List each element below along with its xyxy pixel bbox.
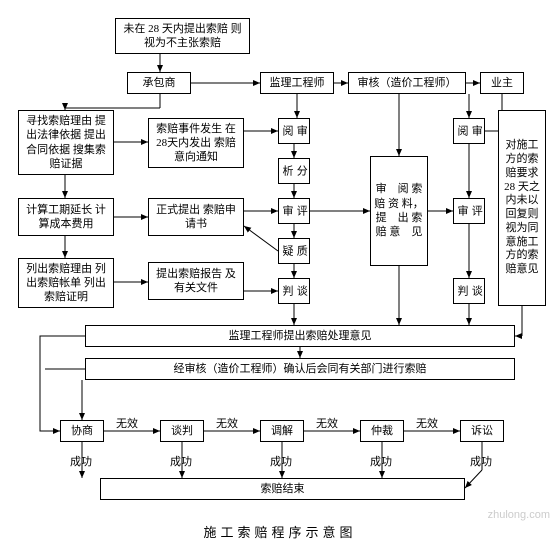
box-negotiate2: 谈判 bbox=[453, 278, 485, 304]
label-success5: 成功 bbox=[470, 453, 492, 469]
box-arbitrate: 仲裁 bbox=[360, 420, 404, 442]
label-evaluate1: 评审 bbox=[280, 201, 309, 221]
label-success1: 成功 bbox=[70, 453, 92, 469]
label-query: 质疑 bbox=[280, 241, 309, 261]
label-success4: 成功 bbox=[370, 453, 392, 469]
box-analyze: 分析 bbox=[278, 158, 310, 184]
box-review1: 审阅 bbox=[278, 118, 310, 144]
box-mediate: 调解 bbox=[260, 420, 304, 442]
box-query: 质疑 bbox=[278, 238, 310, 264]
label-negotiate2: 谈判 bbox=[455, 281, 484, 301]
box-report: 提出索赔报告 及有关文件 bbox=[148, 262, 244, 300]
label-invalid4: 无效 bbox=[416, 415, 438, 431]
box-formal-apply: 正式提出 索赔申请书 bbox=[148, 198, 244, 236]
box-contractor: 承包商 bbox=[127, 72, 191, 94]
box-no-claim: 未在 28 天内提出索赔 则视为不主张索赔 bbox=[115, 18, 250, 54]
caption: 施工索赔程序示意图 bbox=[0, 522, 560, 541]
label-negotiate1: 谈判 bbox=[280, 281, 309, 301]
label-invalid1: 无效 bbox=[116, 415, 138, 431]
box-review2: 审阅 bbox=[453, 118, 485, 144]
box-auditor-opinion: 审 阅 索 赔 资 料， 提 出 索 赔 意 见 bbox=[370, 156, 428, 266]
label-evaluate2: 评审 bbox=[455, 201, 484, 221]
box-find-reasons: 寻找索赔理由 提出法律依据 提出合同依据 搜集索赔证据 bbox=[18, 110, 114, 175]
box-owner: 业主 bbox=[480, 72, 524, 94]
box-supervisor-opinion: 监理工程师提出索赔处理意见 bbox=[85, 325, 515, 347]
box-negotiate: 谈判 bbox=[160, 420, 204, 442]
box-litigate: 诉讼 bbox=[460, 420, 504, 442]
label-review2: 审阅 bbox=[455, 121, 484, 141]
label-analyze: 分析 bbox=[280, 161, 309, 181]
label-success3: 成功 bbox=[270, 453, 292, 469]
box-28day-notice: 索赔事件发生 在28天内发出 索赔意向通知 bbox=[148, 118, 244, 168]
box-evaluate2: 评审 bbox=[453, 198, 485, 224]
box-calc: 计算工期延长 计算成本费用 bbox=[18, 198, 114, 236]
box-evaluate1: 评审 bbox=[278, 198, 310, 224]
box-consult: 协商 bbox=[60, 420, 104, 442]
box-auditor-confirm: 经审核（造价工程师）确认后会同有关部门进行索赔 bbox=[85, 358, 515, 380]
box-list: 列出索赔理由 列出索赔帐单 列出索赔证明 bbox=[18, 258, 114, 308]
box-negotiate1: 谈判 bbox=[278, 278, 310, 304]
box-auditor: 审核（造价工程师） bbox=[348, 72, 466, 94]
box-end: 索赔结束 bbox=[100, 478, 465, 500]
label-invalid3: 无效 bbox=[316, 415, 338, 431]
box-supervisor: 监理工程师 bbox=[260, 72, 334, 94]
watermark: zhulong.com bbox=[488, 509, 550, 521]
label-invalid2: 无效 bbox=[216, 415, 238, 431]
label-review1: 审阅 bbox=[280, 121, 309, 141]
box-owner-agree: 对施工方的索赔要求 28 天之内未以回复则视为同意施工方的索赔意见 bbox=[498, 110, 546, 306]
label-success2: 成功 bbox=[170, 453, 192, 469]
